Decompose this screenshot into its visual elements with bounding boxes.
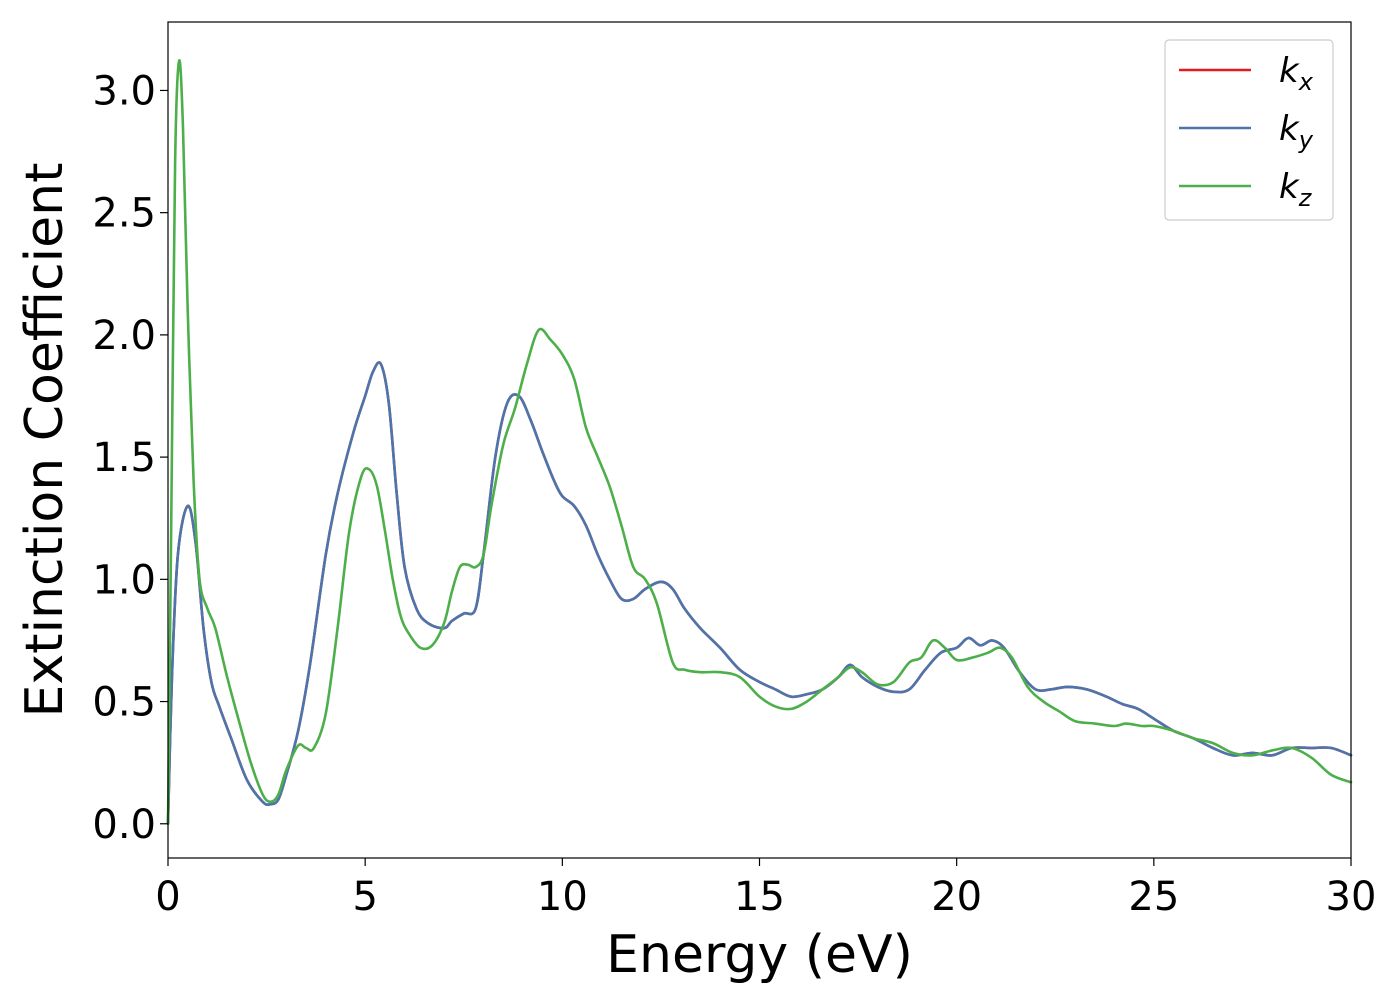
x-tick-label: 15 bbox=[734, 874, 785, 920]
legend: kx ky kz bbox=[1164, 39, 1334, 221]
y-tick-label: 3.0 bbox=[92, 68, 156, 114]
legend-label-kz: kz bbox=[1279, 167, 1313, 212]
x-axis-title: Energy (eV) bbox=[606, 925, 913, 985]
x-tick-label: 5 bbox=[352, 874, 377, 920]
y-tick-label: 2.0 bbox=[92, 313, 156, 359]
x-ticks: 0 5 10 15 20 25 30 bbox=[155, 858, 1376, 920]
series-line-ky bbox=[166, 361, 1353, 826]
series-layer bbox=[166, 59, 1353, 826]
y-tick-label: 0.0 bbox=[92, 802, 156, 848]
y-ticks: 0.0 0.5 1.0 1.5 2.0 2.5 3.0 bbox=[92, 68, 168, 848]
legend-label-kx: kx bbox=[1279, 51, 1314, 96]
x-tick-label: 10 bbox=[537, 874, 588, 920]
y-tick-label: 2.5 bbox=[92, 191, 156, 237]
x-tick-label: 25 bbox=[1128, 874, 1179, 920]
y-tick-label: 1.5 bbox=[92, 435, 156, 481]
y-tick-label: 1.0 bbox=[92, 557, 156, 603]
y-tick-label: 0.5 bbox=[92, 680, 156, 726]
x-tick-label: 0 bbox=[155, 874, 180, 920]
legend-box bbox=[1164, 39, 1334, 221]
y-axis-title: Extinction Coefficient bbox=[15, 163, 75, 718]
x-tick-label: 20 bbox=[931, 874, 982, 920]
x-tick-label: 30 bbox=[1326, 874, 1377, 920]
series-line-kx bbox=[166, 361, 1353, 826]
legend-label-ky: ky bbox=[1279, 109, 1314, 154]
series-line-kz bbox=[166, 59, 1353, 826]
